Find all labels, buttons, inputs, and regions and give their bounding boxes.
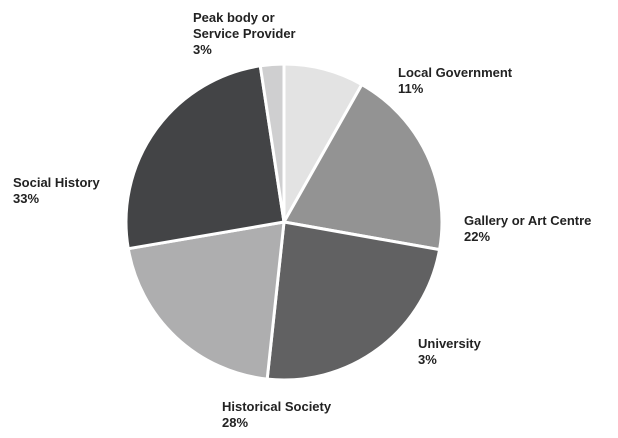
pie-slices bbox=[124, 62, 444, 382]
pie-slice-1 bbox=[282, 83, 444, 252]
slice-label-0: Local Government 11% bbox=[398, 65, 513, 96]
pie-slice-3 bbox=[126, 220, 286, 381]
slice-name-label: Historical Society bbox=[222, 399, 332, 414]
pie-labels: Local Government 11% Gallery or Art Centre… bbox=[13, 10, 591, 430]
slice-value-label: 28% bbox=[222, 415, 248, 430]
slice-value-label: 3% bbox=[418, 352, 437, 367]
slice-label-5: Peak body or Service Provider 3% bbox=[193, 10, 296, 57]
pie-slice-4 bbox=[124, 64, 286, 251]
slice-name-label: Service Provider bbox=[193, 26, 296, 41]
slice-label-1: Gallery or Art Centre 22% bbox=[464, 213, 591, 244]
slice-value-label: 11% bbox=[398, 81, 424, 96]
slice-name-label: Social History bbox=[13, 175, 100, 190]
slice-name-label: Gallery or Art Centre bbox=[464, 213, 591, 228]
slice-name-label: Local Government bbox=[398, 65, 513, 80]
slice-label-2: University 3% bbox=[418, 336, 482, 367]
slice-name-label: University bbox=[418, 336, 482, 351]
pie-slice-5 bbox=[258, 62, 286, 224]
slice-name-label: Peak body or bbox=[193, 10, 275, 25]
slice-label-4: Social History 33% bbox=[13, 175, 100, 206]
slice-value-label: 22% bbox=[464, 229, 490, 244]
slice-value-label: 33% bbox=[13, 191, 39, 206]
slice-label-3: Historical Society 28% bbox=[222, 399, 332, 430]
slice-value-label: 3% bbox=[193, 42, 212, 57]
pie-slice-2 bbox=[265, 220, 442, 382]
